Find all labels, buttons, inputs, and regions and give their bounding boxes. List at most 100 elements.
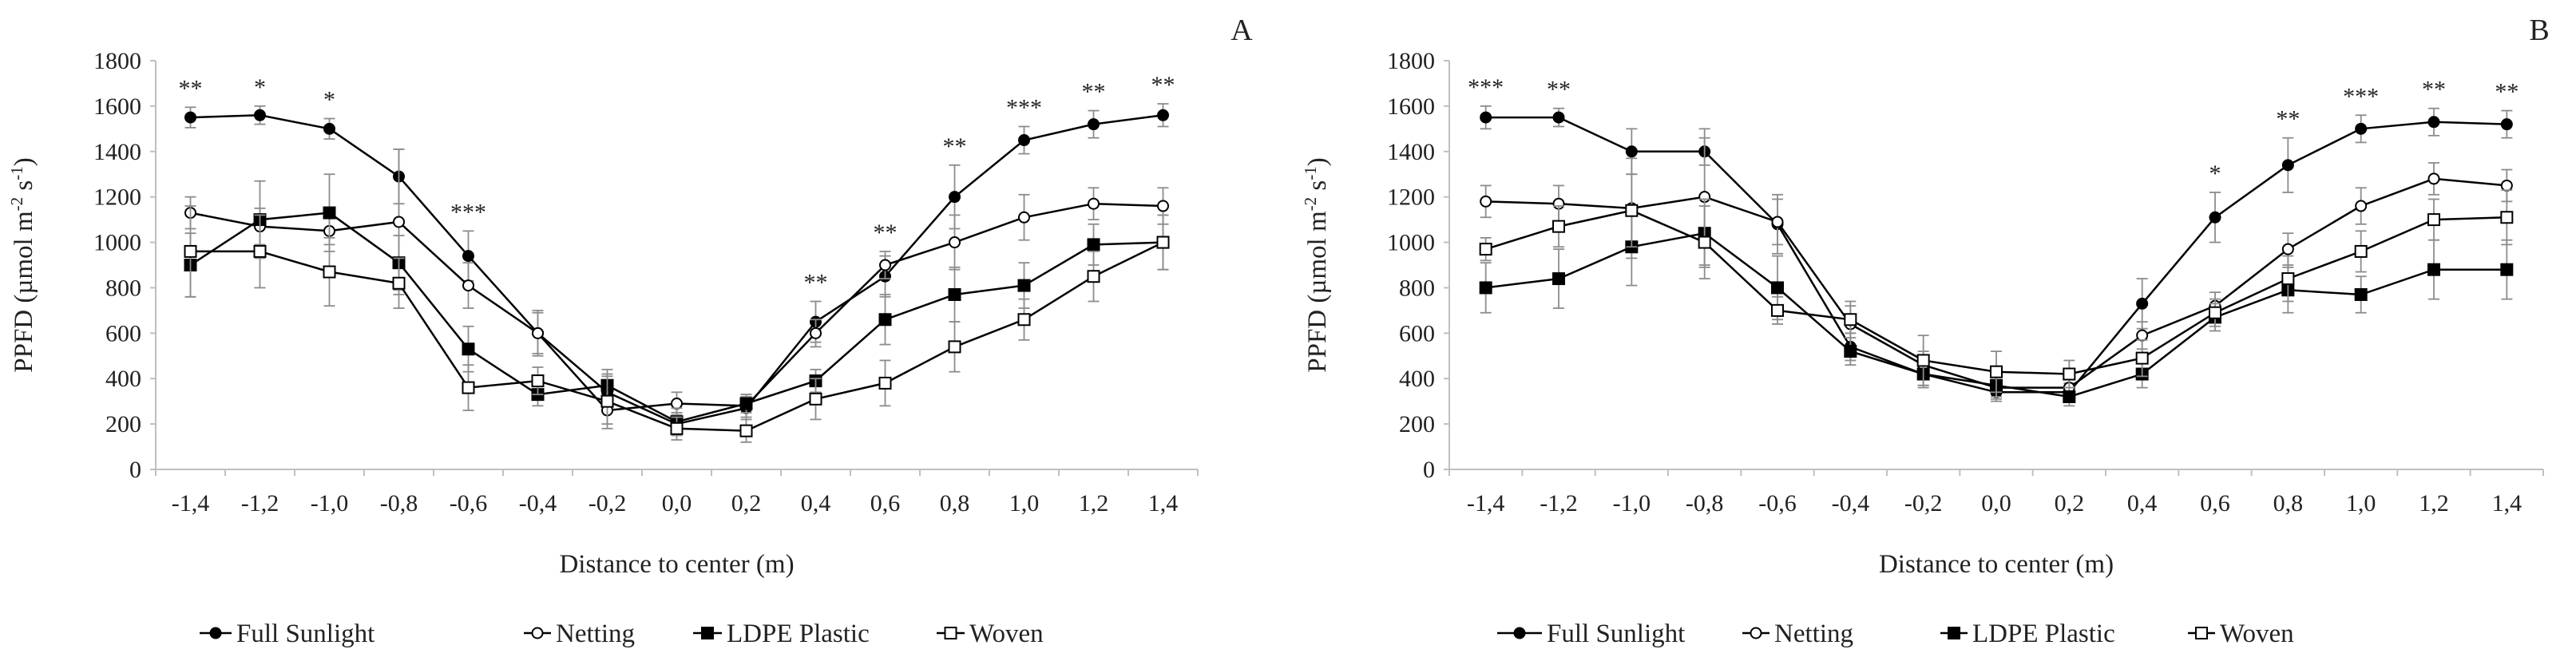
data-point — [2063, 367, 2076, 381]
data-point — [2063, 390, 2076, 403]
x-tick-label: -0,8 — [1686, 490, 1724, 517]
y-axis-title-part: s — [10, 180, 38, 197]
x-tick-label: -1,4 — [172, 490, 210, 517]
x-axis-title: Distance to center (m) — [559, 550, 794, 579]
data-point — [1771, 216, 1784, 228]
data-point — [1087, 270, 1100, 283]
data-point — [739, 397, 753, 410]
y-axis-title-part: PPFD (µmol m — [1303, 211, 1332, 373]
data-point — [878, 313, 892, 327]
data-point — [1844, 345, 1857, 358]
data-point — [1017, 279, 1031, 292]
y-tick-label: 1200 — [93, 184, 141, 211]
x-tick-label: -0,2 — [589, 490, 627, 517]
legend-marker — [209, 627, 222, 639]
y-tick-label: 600 — [1399, 320, 1435, 346]
data-point — [1916, 354, 1930, 367]
data-point — [1480, 195, 1492, 208]
data-point — [2136, 329, 2149, 342]
x-tick-label: 0,8 — [2273, 490, 2304, 517]
data-point — [462, 381, 475, 394]
y-tick-label: 800 — [105, 275, 141, 301]
x-tick-label: 1,4 — [2492, 490, 2522, 517]
data-point — [1552, 272, 1565, 286]
series-line — [190, 202, 1163, 412]
legend-marker — [1948, 627, 1960, 639]
series-line — [190, 114, 1163, 426]
data-point — [2427, 263, 2440, 276]
data-point — [948, 287, 961, 301]
data-point — [184, 111, 196, 124]
x-tick-label: -0,2 — [1904, 490, 1943, 517]
legend: Full Sunlight Netting LDPE Plastic Woven — [1497, 620, 2294, 648]
data-point — [2136, 297, 2149, 310]
x-tick-label: 0,4 — [2127, 490, 2158, 517]
data-point — [1844, 313, 1857, 327]
x-tick-label: 0,8 — [940, 490, 970, 517]
legend-marker — [1513, 627, 1526, 639]
legend-label: Woven — [2220, 620, 2294, 648]
x-tick-label: -0,6 — [450, 490, 488, 517]
x-tick-label: -1,2 — [1540, 490, 1578, 517]
x-tick-label: -1,0 — [311, 490, 349, 517]
y-axis-title-part: PPFD (µmol m — [10, 211, 38, 373]
legend-label: Woven — [969, 620, 1044, 648]
legend-marker — [944, 627, 957, 639]
significance-label: ** — [1547, 77, 1571, 103]
data-point — [1771, 281, 1784, 295]
data-point — [1088, 197, 1100, 210]
x-tick-label: -1,0 — [1613, 490, 1651, 517]
y-tick-label: 0 — [129, 457, 141, 483]
data-point — [323, 265, 336, 279]
x-tick-label: 1,2 — [2419, 490, 2449, 517]
data-point — [2500, 118, 2513, 131]
data-point — [878, 376, 892, 390]
data-point — [1088, 118, 1100, 131]
data-point — [670, 422, 684, 435]
legend-marker — [531, 627, 544, 639]
x-tick-label: -0,6 — [1758, 490, 1797, 517]
y-axis-title-part: -1 — [7, 166, 26, 180]
data-point — [1625, 204, 1639, 217]
data-point — [671, 398, 683, 410]
significance-label: ** — [943, 133, 967, 160]
series-line — [1485, 209, 2507, 375]
significance-label: *** — [1468, 74, 1504, 101]
data-point — [2500, 263, 2514, 276]
data-point — [1018, 134, 1030, 147]
y-tick-label: 1400 — [1387, 139, 1435, 165]
y-tick-label: 1600 — [1387, 93, 1435, 120]
data-point — [532, 327, 544, 339]
data-point — [1017, 313, 1031, 327]
data-point — [323, 122, 335, 135]
y-tick-label: 1200 — [1387, 184, 1435, 211]
x-tick-label: -0,4 — [1832, 490, 1870, 517]
data-point — [184, 244, 197, 258]
x-tick-label: 1,4 — [1148, 490, 1179, 517]
data-point — [323, 206, 336, 220]
y-tick-label: 600 — [105, 320, 141, 346]
data-point — [1480, 111, 1492, 124]
y-tick-label: 200 — [105, 411, 141, 437]
x-tick-label: 1,2 — [1079, 490, 1109, 517]
data-point — [2427, 116, 2440, 129]
chart-panel-b: B 0 200 400 600 800 1000 1200 1400 1600 1800 -1,4 -1… — [1301, 14, 2550, 648]
y-axis-title: PPFD (µmol m-2 s-1) — [7, 157, 38, 373]
series-woven — [184, 205, 1170, 443]
data-point — [2354, 244, 2368, 258]
x-tick-label: 0,2 — [2055, 490, 2085, 517]
y-axis-title-part: ) — [10, 157, 38, 166]
significance-label: *** — [1006, 94, 1042, 121]
data-point — [462, 250, 474, 263]
data-point — [600, 394, 614, 408]
data-point — [2135, 351, 2149, 365]
data-point — [1018, 211, 1030, 224]
data-point — [2354, 287, 2368, 301]
data-point — [949, 191, 961, 204]
y-axis-title-part: ) — [1303, 157, 1332, 166]
y-axis-title-part: -2 — [1301, 197, 1320, 212]
x-tick-label: 0,2 — [731, 490, 762, 517]
data-point — [948, 340, 961, 354]
data-point — [1157, 200, 1169, 212]
